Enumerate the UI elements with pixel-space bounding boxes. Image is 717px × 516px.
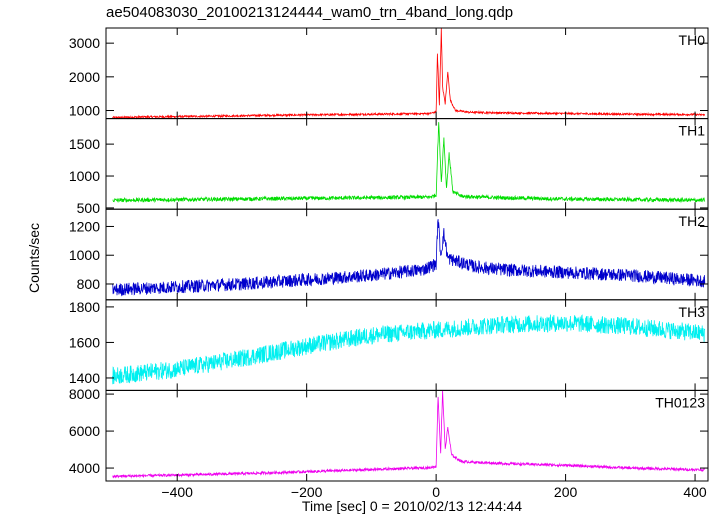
- y-tick-label: 1200: [69, 218, 100, 234]
- x-tick-label: −200: [291, 484, 323, 500]
- x-tick-label: −400: [161, 484, 193, 500]
- x-tick-label: 400: [683, 484, 707, 500]
- chart-title: ae504083030_20100213124444_wam0_trn_4ban…: [106, 4, 514, 21]
- y-tick-label: 6000: [69, 423, 100, 439]
- panel-label-th1: TH1: [679, 123, 706, 139]
- x-tick-label: 200: [554, 484, 578, 500]
- panel-frame-th0: [105, 27, 709, 120]
- series-line-th1: [112, 122, 706, 204]
- y-tick-label: 1000: [69, 168, 100, 184]
- y-tick-label: 500: [77, 200, 101, 216]
- x-tick-label: 0: [432, 484, 440, 500]
- panel-label-th0123: TH0123: [655, 394, 705, 410]
- y-tick-label: 3000: [69, 35, 100, 51]
- series-line-th2: [112, 219, 706, 297]
- x-axis-label: Time [sec] 0 = 2010/02/13 12:44:44: [301, 498, 523, 514]
- panel-frame-th3: [105, 299, 709, 391]
- y-tick-label: 1000: [69, 103, 100, 119]
- y-tick-label: 1800: [69, 299, 100, 315]
- panel-label-th0: TH0: [679, 32, 706, 48]
- y-tick-label: 1500: [69, 136, 100, 152]
- series-line-th3: [112, 314, 706, 385]
- panel-frame-th0123: [105, 389, 709, 482]
- y-tick-label: 2000: [69, 69, 100, 85]
- y-tick-label: 800: [77, 276, 101, 292]
- series-line-th0123: [112, 390, 706, 479]
- panel-label-th3: TH3: [679, 304, 706, 320]
- y-tick-label: 1000: [69, 247, 100, 263]
- series-line-th0: [112, 27, 705, 120]
- y-tick-label: 1600: [69, 334, 100, 350]
- y-tick-label: 8000: [69, 386, 100, 402]
- panel-label-th2: TH2: [679, 213, 706, 229]
- y-tick-label: 4000: [69, 460, 100, 476]
- y-tick-label: 1400: [69, 370, 100, 386]
